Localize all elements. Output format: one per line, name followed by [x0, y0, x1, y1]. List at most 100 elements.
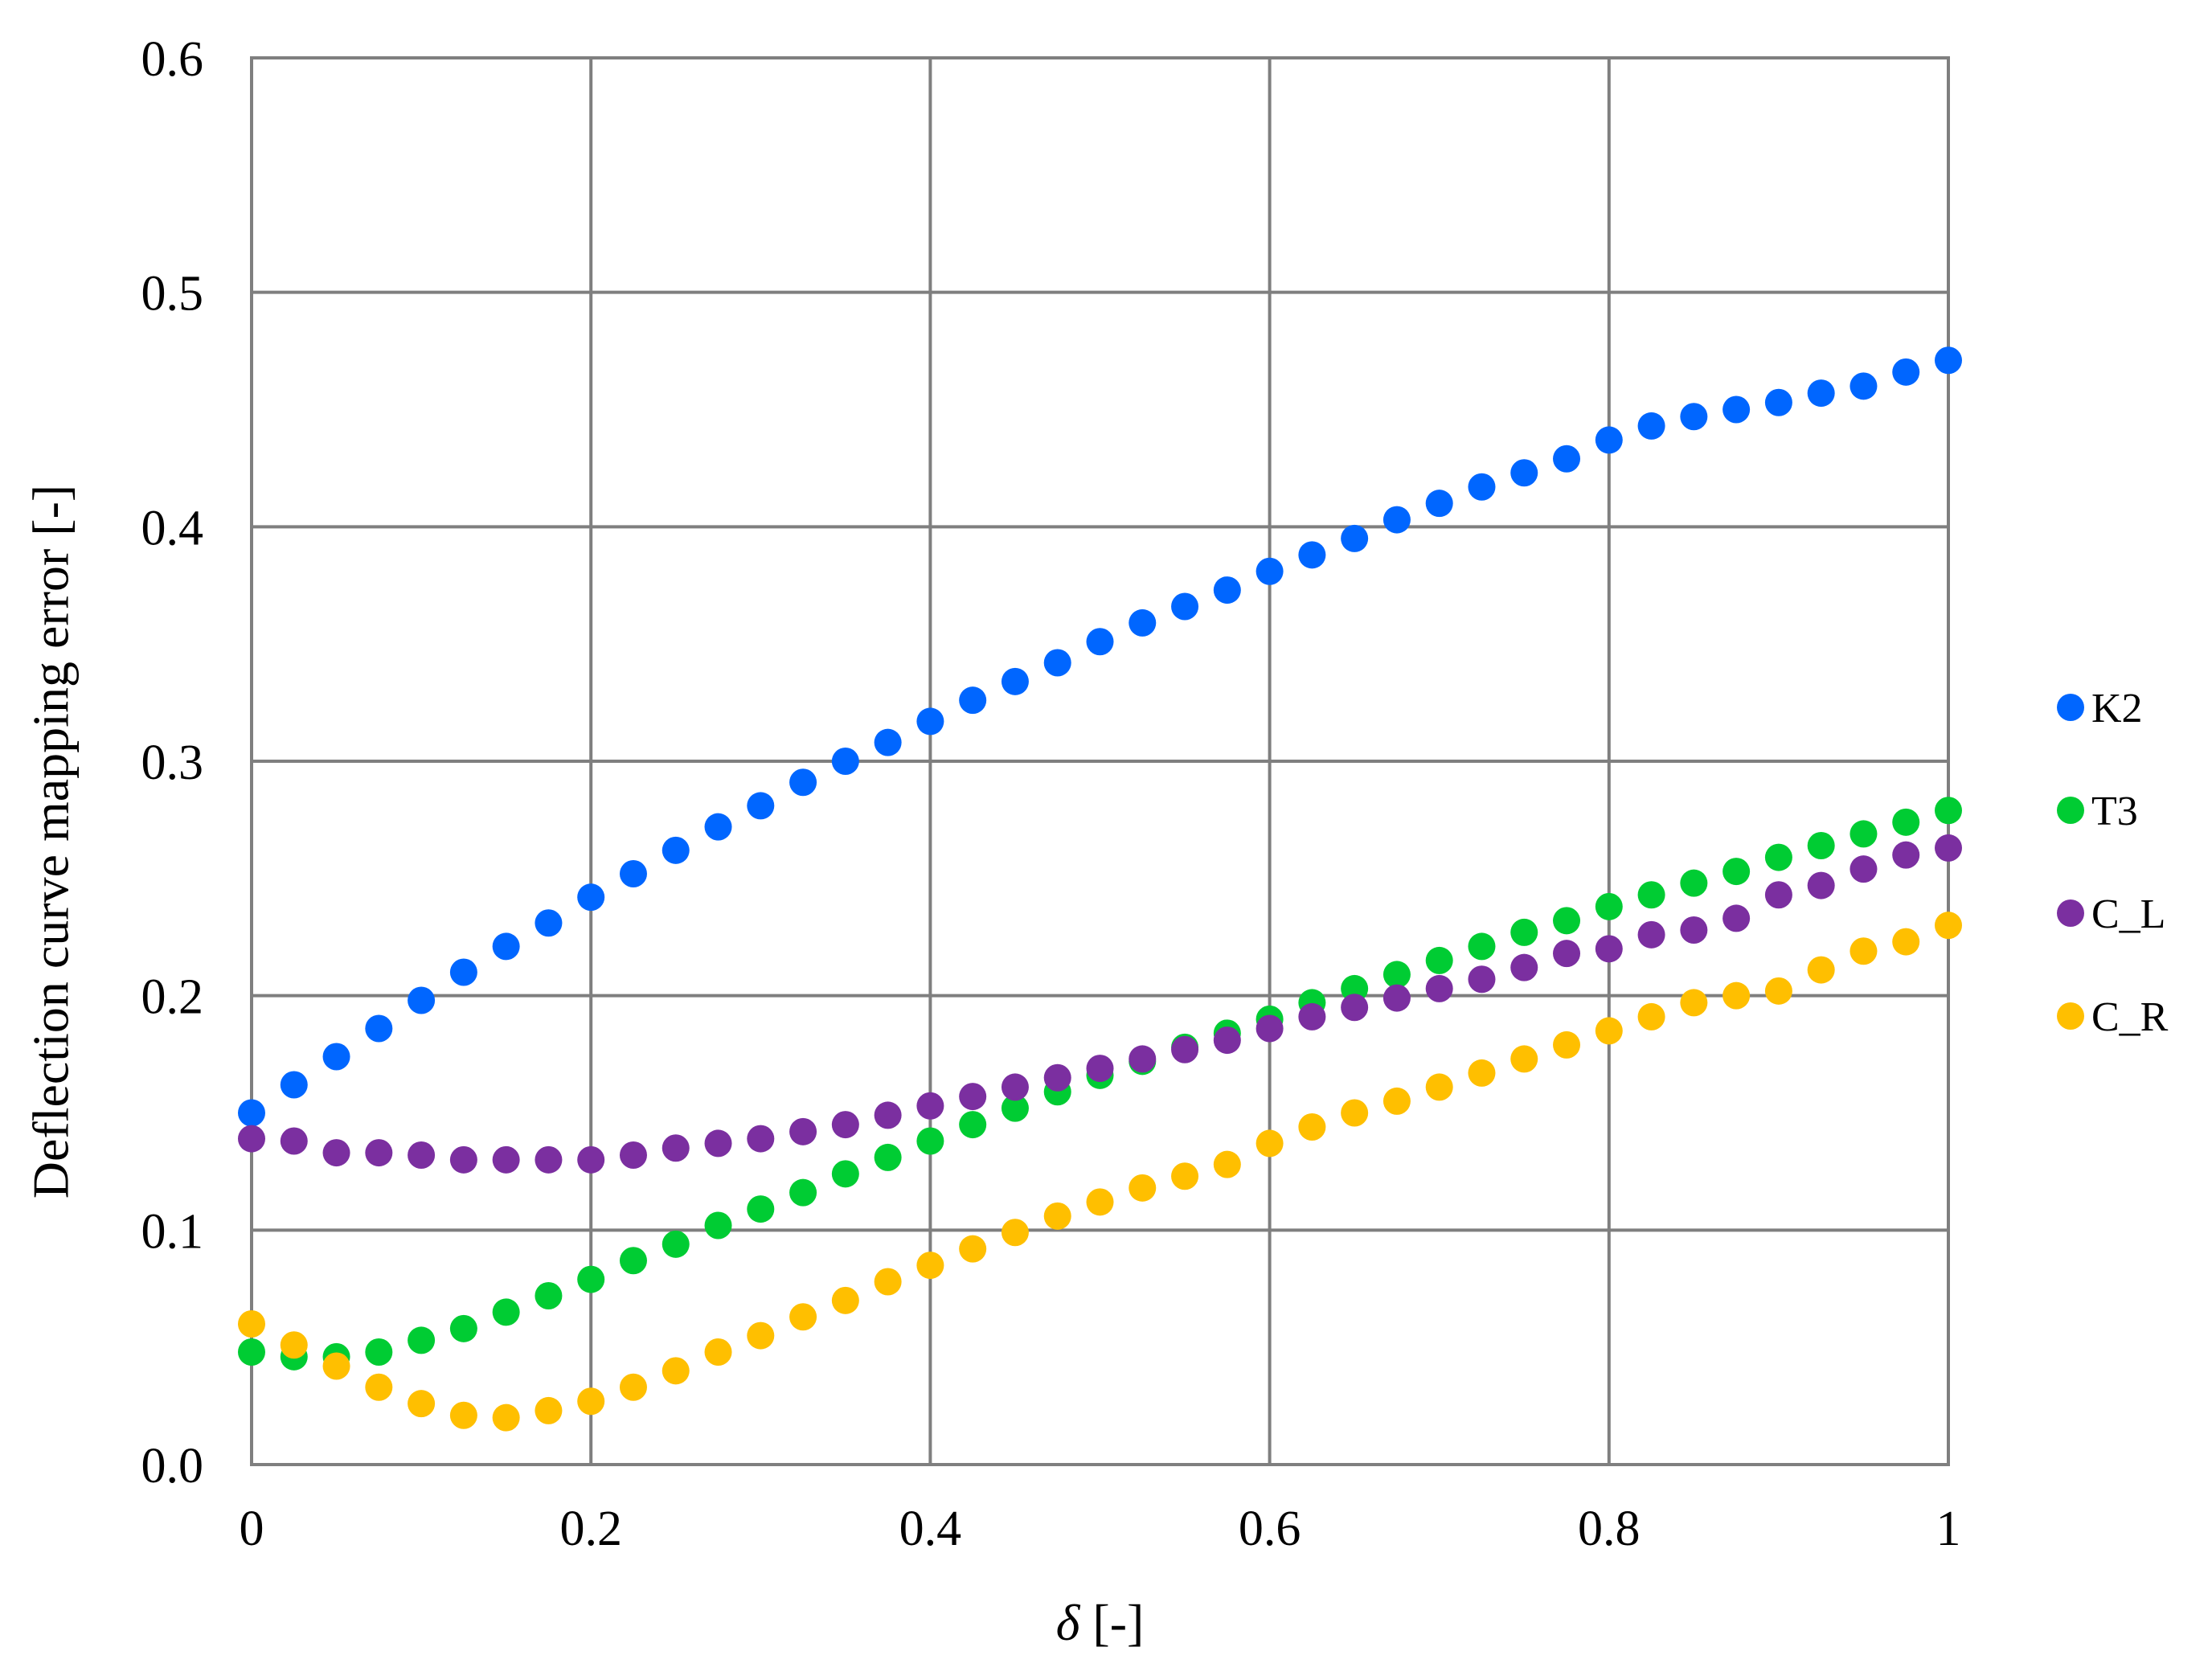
series-C_R — [238, 912, 1962, 1432]
data-point — [1171, 1035, 1199, 1063]
data-point — [365, 1338, 393, 1366]
data-point — [322, 1352, 350, 1380]
data-point — [1892, 358, 1920, 386]
x-axis-symbol: δ — [1056, 1594, 1081, 1651]
data-point — [1382, 506, 1411, 534]
legend-item-C_R: C_R — [2057, 994, 2169, 1040]
series-T3 — [238, 797, 1962, 1371]
data-point — [1043, 1202, 1071, 1230]
data-point — [1213, 1150, 1241, 1178]
data-point — [1298, 541, 1326, 569]
data-point — [1764, 388, 1792, 416]
data-point — [577, 1387, 605, 1416]
data-point — [1043, 649, 1071, 677]
data-point — [365, 1014, 393, 1043]
data-point — [1595, 935, 1623, 963]
data-point — [1171, 1162, 1199, 1190]
y-axis-tick-labels: 0.0 0.1 0.2 0.3 0.4 0.5 0.6 — [141, 32, 204, 1494]
data-point — [1256, 1129, 1284, 1158]
data-point — [492, 1145, 520, 1174]
data-point — [1298, 1113, 1326, 1141]
data-point — [1341, 524, 1369, 552]
data-point — [831, 1160, 859, 1188]
data-point — [280, 1127, 308, 1155]
data-point — [449, 1145, 477, 1174]
data-point — [1849, 372, 1878, 400]
data-point — [1468, 1059, 1496, 1087]
data-point — [1468, 965, 1496, 994]
data-point — [1341, 994, 1369, 1022]
data-point — [1510, 918, 1538, 946]
data-point — [1510, 953, 1538, 981]
data-point — [831, 1111, 859, 1139]
data-point — [1425, 946, 1453, 974]
data-point — [789, 768, 817, 797]
data-point — [747, 1125, 775, 1153]
data-point — [704, 1211, 732, 1240]
data-point — [1637, 920, 1665, 949]
data-point — [916, 1092, 944, 1120]
data-point — [1425, 1073, 1453, 1101]
data-point — [1086, 628, 1114, 656]
data-point — [1468, 473, 1496, 501]
data-point — [408, 1326, 436, 1354]
data-point — [1807, 379, 1835, 408]
data-point — [1213, 1026, 1241, 1055]
data-point — [1722, 981, 1751, 1010]
data-point — [747, 1195, 775, 1223]
y-tick-label: 0.5 — [141, 267, 204, 322]
data-point — [1637, 881, 1665, 909]
data-point — [238, 1310, 265, 1338]
data-point — [874, 1101, 902, 1129]
data-point — [1001, 667, 1029, 695]
data-point — [577, 1145, 605, 1174]
legend-marker — [2057, 1002, 2084, 1030]
data-point — [1043, 1063, 1071, 1092]
data-point — [1553, 940, 1581, 968]
data-point — [1129, 1045, 1157, 1073]
data-point — [1935, 797, 1962, 825]
data-point — [959, 686, 987, 715]
x-axis-unit: [-] — [1079, 1594, 1144, 1651]
data-point — [789, 1303, 817, 1331]
data-point — [662, 1357, 690, 1385]
data-point — [1382, 961, 1411, 989]
x-axis-tick-labels: 0 0.2 0.4 0.6 0.8 1 — [240, 1502, 1961, 1556]
data-point — [1722, 395, 1751, 424]
x-tick-label: 0 — [240, 1502, 264, 1556]
data-point — [535, 1396, 563, 1424]
data-point — [1935, 346, 1962, 375]
data-point — [874, 728, 902, 756]
series-C_L — [238, 834, 1962, 1174]
data-point — [408, 1390, 436, 1418]
data-point — [916, 1252, 944, 1280]
data-point — [1298, 1002, 1326, 1031]
data-point — [322, 1043, 350, 1071]
data-point — [1382, 984, 1411, 1012]
y-tick-label: 0.2 — [141, 970, 204, 1025]
data-point — [1001, 1219, 1029, 1247]
data-point — [1001, 1073, 1029, 1101]
data-point — [662, 1230, 690, 1258]
data-point — [662, 836, 690, 864]
legend-item-K2: K2 — [2057, 686, 2143, 731]
data-point — [280, 1331, 308, 1359]
data-point — [1510, 1045, 1538, 1073]
data-point — [704, 1129, 732, 1158]
data-point — [1213, 576, 1241, 604]
data-point — [1341, 974, 1369, 1002]
data-point — [619, 1373, 647, 1401]
data-point — [1680, 916, 1708, 944]
data-point — [916, 707, 944, 736]
x-tick-label: 0.6 — [1239, 1502, 1301, 1556]
data-point — [874, 1268, 902, 1296]
data-point — [1849, 855, 1878, 883]
data-point — [238, 1338, 265, 1366]
legend: K2 T3 C_L C_R — [2057, 686, 2169, 1040]
data-point — [959, 1083, 987, 1111]
data-point — [1129, 608, 1157, 637]
data-point — [1637, 1002, 1665, 1031]
data-point — [1553, 1031, 1581, 1059]
data-point — [619, 1247, 647, 1275]
